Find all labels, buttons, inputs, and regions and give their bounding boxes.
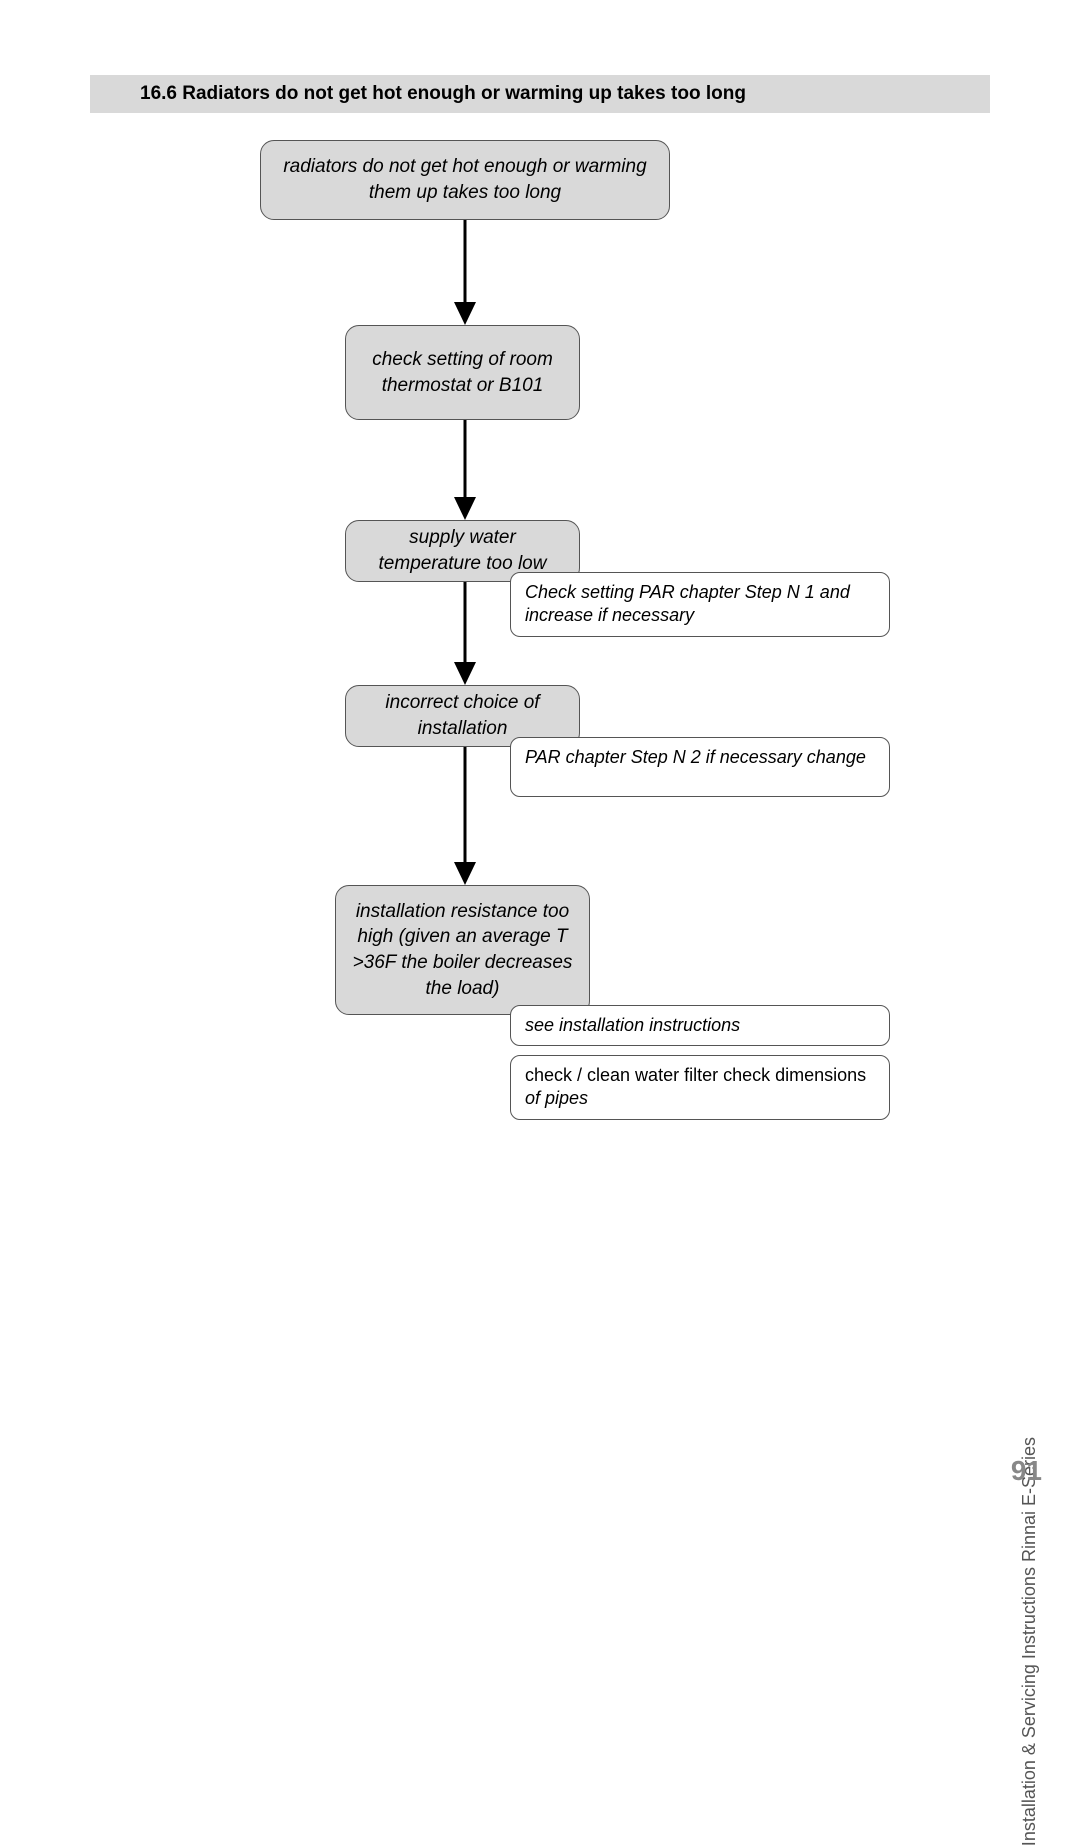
node-resistance-high: installation resistance too high (given … xyxy=(335,885,590,1015)
note-check-filter: check / clean water filter check dimensi… xyxy=(510,1055,890,1120)
arrow-3-4 xyxy=(450,747,480,885)
page-number: 91 xyxy=(1011,1455,1042,1487)
node-check-thermostat: check setting of room thermostat or B101 xyxy=(345,325,580,420)
note-check-filter-italic: of pipes xyxy=(525,1088,588,1108)
arrow-2-3 xyxy=(450,582,480,685)
side-doc-title: Installation & Servicing Instructions Ri… xyxy=(1019,1437,1040,1846)
section-title: 16.6 Radiators do not get hot enough or … xyxy=(140,83,746,105)
arrow-0-1 xyxy=(450,220,480,325)
note-par-step2: PAR chapter Step N 2 if necessary change xyxy=(510,737,890,797)
flowchart-area: radiators do not get hot enough or warmi… xyxy=(90,140,990,1340)
note-par-step1: Check setting PAR chapter Step N 1 and i… xyxy=(510,572,890,637)
node-start: radiators do not get hot enough or warmi… xyxy=(260,140,670,220)
note-check-filter-roman: check / clean water filter check dimensi… xyxy=(525,1065,866,1085)
arrow-1-2 xyxy=(450,420,480,520)
note-install-instructions: see installation instructions xyxy=(510,1005,890,1046)
section-header: 16.6 Radiators do not get hot enough or … xyxy=(90,75,990,113)
